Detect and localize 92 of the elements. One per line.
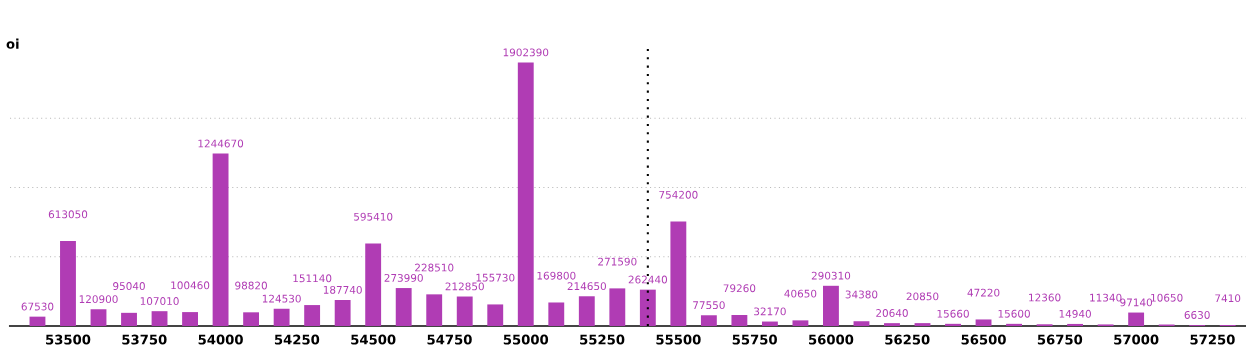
data-label: 67530: [21, 302, 54, 311]
x-tick-label: 53500: [46, 334, 91, 345]
bar: [884, 323, 900, 326]
x-tick-label: 55750: [732, 334, 777, 345]
data-label: 10650: [1151, 293, 1183, 302]
bar: [1006, 323, 1022, 326]
data-label: 1244670: [198, 139, 244, 148]
data-label: 151140: [293, 274, 332, 283]
data-label: 228510: [415, 263, 454, 272]
bar: [823, 285, 839, 326]
bar: [1067, 323, 1084, 326]
bar: [639, 289, 656, 326]
bar: [29, 316, 46, 326]
bar: [548, 302, 565, 326]
data-label: 271590: [598, 257, 637, 266]
data-label: 32170: [754, 307, 786, 316]
data-label: 40650: [784, 289, 817, 298]
data-label: 290310: [811, 271, 851, 280]
bar: [182, 312, 198, 326]
data-label: 47220: [967, 288, 1000, 297]
bar: [365, 243, 382, 326]
data-label: 120900: [79, 295, 118, 304]
data-label: 613050: [48, 210, 88, 219]
x-tick-label: 54000: [198, 334, 243, 345]
data-label: 212850: [445, 282, 484, 291]
data-label: 20640: [876, 309, 908, 317]
x-tick-label: 56250: [885, 334, 930, 345]
bar: [578, 296, 595, 326]
bar: [151, 311, 168, 326]
data-label: 169800: [537, 271, 576, 280]
bar: [212, 153, 229, 326]
bar: [456, 296, 473, 326]
data-label: 595410: [354, 212, 393, 221]
data-label: 6630: [1184, 311, 1210, 319]
data-label: 97140: [1120, 298, 1153, 307]
data-label: 98820: [235, 281, 267, 290]
data-label: 34380: [845, 290, 878, 299]
bar: [517, 62, 534, 326]
data-label: 20850: [906, 292, 939, 301]
x-tick-label: 54500: [351, 334, 396, 345]
data-label: 12360: [1029, 293, 1061, 302]
bar: [609, 288, 626, 326]
x-tick-label: 54250: [274, 334, 320, 345]
bar: [395, 288, 412, 326]
bar: [304, 305, 321, 326]
bar: [60, 241, 76, 326]
x-tick-label: 56500: [961, 334, 1006, 345]
data-label: 124530: [262, 294, 301, 303]
data-label: 262440: [628, 275, 668, 284]
bar: [1128, 312, 1145, 326]
bar: [914, 323, 931, 326]
bar: [731, 315, 748, 326]
bar: [700, 315, 717, 326]
bar: [853, 321, 870, 326]
data-label: 11340: [1090, 293, 1122, 302]
data-label: 15660: [937, 309, 969, 318]
x-tick-label: 55500: [656, 334, 701, 345]
data-label: 7410: [1215, 294, 1241, 303]
bar: [426, 294, 443, 326]
data-label: 273990: [384, 273, 423, 282]
x-tick-label: 57000: [1114, 334, 1159, 345]
data-label: 14940: [1059, 309, 1091, 318]
data-label: 15600: [998, 309, 1030, 318]
x-tick-label: 55000: [503, 334, 549, 345]
data-label: 214650: [567, 282, 606, 291]
bar: [273, 308, 290, 326]
bar: [243, 312, 260, 326]
y-axis-title: oi: [6, 38, 19, 49]
data-label: 79260: [723, 284, 756, 293]
bar: [670, 221, 687, 326]
bar: [487, 304, 504, 326]
bar: [792, 320, 809, 326]
bar: [90, 309, 107, 326]
bar: [975, 319, 992, 326]
x-tick-label: 53750: [122, 334, 167, 345]
data-label: 95040: [113, 282, 145, 290]
bar: [334, 300, 351, 326]
data-label: 77550: [693, 301, 725, 310]
x-tick-label: 57250: [1190, 334, 1235, 345]
data-label: 155730: [476, 273, 515, 282]
data-label: 100460: [171, 281, 210, 290]
x-tick-label: 56750: [1037, 334, 1083, 345]
data-label: 187740: [323, 285, 362, 294]
data-label: 107010: [140, 297, 179, 305]
x-tick-label: 54750: [427, 334, 472, 345]
bar: [945, 323, 961, 326]
bar: [761, 321, 778, 326]
x-tick-label: 55250: [580, 334, 625, 345]
bar: [121, 312, 137, 326]
x-tick-label: 56000: [809, 334, 854, 345]
data-label: 1902390: [503, 48, 549, 57]
data-label: 754200: [659, 190, 698, 199]
